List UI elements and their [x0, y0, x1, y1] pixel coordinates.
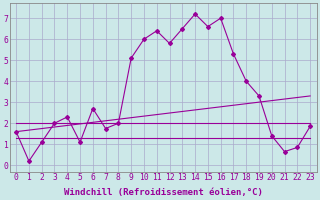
X-axis label: Windchill (Refroidissement éolien,°C): Windchill (Refroidissement éolien,°C) — [64, 188, 263, 197]
